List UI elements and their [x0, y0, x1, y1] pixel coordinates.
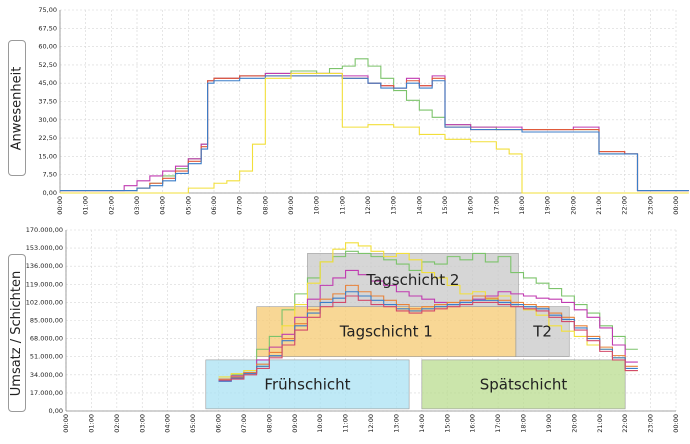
y-tick-label: 153.000,00: [26, 244, 63, 252]
series-line: [60, 72, 689, 194]
x-tick-label: 07:00: [240, 414, 248, 433]
shift-label: Tagschicht 2: [365, 271, 459, 289]
x-tick-label: 13:00: [392, 414, 400, 433]
y-tick-label: 102.000,00: [26, 298, 63, 306]
x-tick-label: 21:00: [596, 414, 604, 433]
shift-label: Spätschicht: [480, 375, 568, 393]
x-tick-label: 05:00: [189, 414, 197, 433]
x-tick-label: 08:00: [265, 414, 273, 433]
series-line: [218, 269, 638, 382]
x-tick-label: 22:00: [621, 196, 629, 215]
series-line: [218, 242, 638, 378]
x-tick-label: 12:00: [367, 414, 375, 433]
x-tick-label: 00:00: [672, 196, 680, 215]
x-tick-label: 12:00: [364, 196, 372, 215]
y-tick-label: 34.000,00: [30, 371, 63, 379]
series-line: [218, 284, 638, 380]
x-tick-label: 00:00: [62, 414, 70, 433]
x-tick-label: 07:00: [236, 196, 244, 215]
x-tick-label: 18:00: [518, 196, 526, 215]
series-line: [60, 75, 689, 192]
series-line: [218, 291, 638, 382]
x-tick-label: 08:00: [261, 196, 269, 215]
y-tick-label: 136.000,00: [26, 262, 63, 270]
y-tick-label: 60,00: [38, 43, 57, 51]
x-tick-label: 23:00: [647, 414, 655, 433]
x-tick-label: 00:00: [56, 196, 64, 215]
x-tick-label: 09:00: [291, 414, 299, 433]
x-tick-label: 05:00: [184, 196, 192, 215]
x-tick-label: 21:00: [595, 196, 603, 215]
x-tick-label: 19:00: [544, 196, 552, 215]
x-tick-label: 20:00: [569, 196, 577, 215]
x-tick-label: 16:00: [469, 414, 477, 433]
series-line: [218, 250, 638, 380]
y-tick-label: 30,00: [38, 116, 57, 124]
x-tick-label: 17:00: [494, 414, 502, 433]
y-tick-label: 15,00: [38, 152, 57, 160]
x-tick-label: 06:00: [210, 196, 218, 215]
x-tick-label: 13:00: [390, 196, 398, 215]
x-tick-label: 23:00: [646, 196, 654, 215]
x-tick-label: 14:00: [418, 414, 426, 433]
x-tick-label: 10:00: [316, 414, 324, 433]
y-tick-label: 0,00: [49, 407, 63, 415]
x-tick-label: 01:00: [82, 196, 90, 215]
y-tick-label: 37,50: [38, 98, 57, 106]
y-tick-label: 51.000,00: [30, 353, 63, 361]
shift-box: [205, 359, 410, 410]
y-tick-label: 22,50: [38, 134, 57, 142]
x-tick-label: 11:00: [342, 414, 350, 433]
x-tick-label: 14:00: [415, 196, 423, 215]
y-tick-label: 68.000,00: [30, 335, 63, 343]
x-tick-label: 22:00: [621, 414, 629, 433]
y-tick-label: 119.000,00: [26, 280, 63, 288]
x-tick-label: 01:00: [87, 414, 95, 433]
x-tick-label: 02:00: [113, 414, 121, 433]
x-tick-label: 06:00: [215, 414, 223, 433]
x-tick-label: 03:00: [133, 196, 141, 215]
y-tick-label: 170.000,00: [26, 226, 63, 234]
x-tick-label: 17:00: [492, 196, 500, 215]
y-tick-label: 75,00: [38, 6, 57, 14]
shift-label: T2: [532, 323, 552, 341]
x-tick-label: 09:00: [287, 196, 295, 215]
y-tick-label: 67,50: [38, 24, 57, 32]
x-tick-label: 15:00: [443, 414, 451, 433]
x-tick-label: 15:00: [441, 196, 449, 215]
y-tick-label: 45,00: [38, 79, 57, 87]
x-tick-label: 20:00: [570, 414, 578, 433]
x-tick-label: 11:00: [338, 196, 346, 215]
x-tick-label: 03:00: [138, 414, 146, 433]
shift-label: Frühschicht: [264, 375, 350, 393]
series-line: [218, 295, 638, 381]
top-chart: 00:00 01:00 02:00 03:00 04:00 05:00 06:00 07:00…: [38, 6, 689, 215]
x-tick-label: 04:00: [159, 196, 167, 215]
y-tick-label: 0,00: [43, 189, 57, 197]
y-tick-label: 17.000,00: [30, 389, 63, 397]
series-line: [60, 75, 689, 192]
bottom-chart: 00:00 01:00 02:00 03:00 04:00 05:00 06:00 07:00…: [26, 226, 680, 433]
shift-box: [421, 359, 626, 410]
shift-label: Tagschicht 1: [339, 323, 433, 341]
y-tick-label: 52,50: [38, 61, 57, 69]
x-tick-label: 02:00: [107, 196, 115, 215]
x-tick-label: 10:00: [313, 196, 321, 215]
bottom-panel-label: Umsatz / Schichten: [8, 254, 26, 412]
x-tick-label: 00:00: [672, 414, 680, 433]
x-tick-label: 18:00: [520, 414, 528, 433]
x-tick-label: 04:00: [164, 414, 172, 433]
y-tick-label: 85.000,00: [30, 317, 63, 325]
x-tick-label: 16:00: [467, 196, 475, 215]
top-panel-label: Anwesenheit: [8, 40, 26, 176]
y-tick-label: 7,50: [43, 171, 57, 179]
shift-box: [256, 306, 517, 357]
x-tick-label: 19:00: [545, 414, 553, 433]
